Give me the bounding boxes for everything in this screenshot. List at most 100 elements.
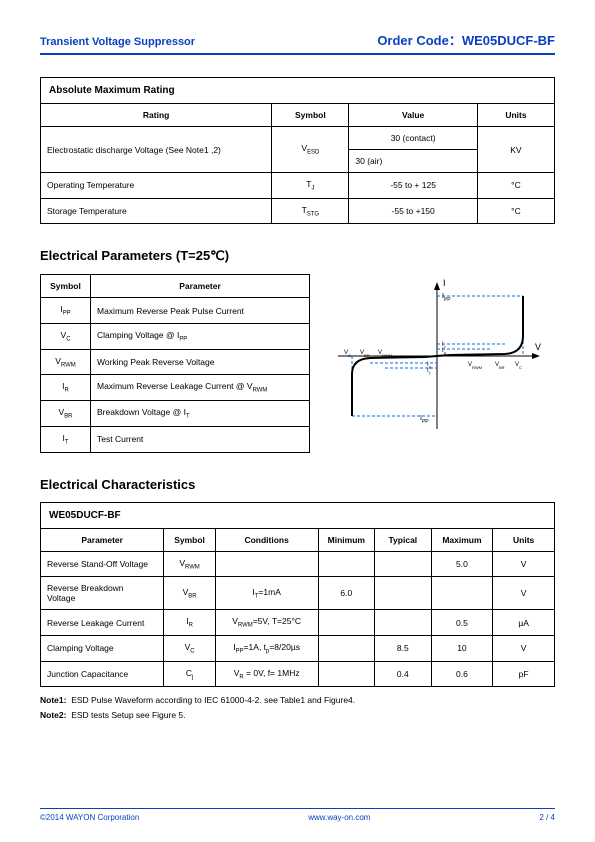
c1-u: V: [493, 577, 555, 610]
footer-right: 2 / 4: [539, 813, 555, 822]
amr-rating-1: Operating Temperature: [41, 173, 272, 199]
table-row: Reverse Leakage Current IR VRWM=5V, T=25…: [41, 610, 555, 636]
amr-h-symbol: Symbol: [272, 104, 349, 127]
c3-s: VC: [164, 635, 215, 661]
p-param-2: Working Peak Reverse Voltage: [91, 349, 310, 375]
c2-s: IR: [164, 610, 215, 636]
ch-h-param: Parameter: [41, 528, 164, 551]
order-code-value: WE05DUCF-BF: [462, 33, 555, 48]
c3-c: IPP=1A, tp=8/20µs: [215, 635, 318, 661]
p-sym-2: VRWM: [41, 349, 91, 375]
c4-u: pF: [493, 661, 555, 687]
amr-table: Rating Symbol Value Units Electrostatic …: [40, 103, 555, 224]
lbl-vbr-right: VBR: [495, 362, 505, 370]
header-right: Order Code：WE05DUCF-BF: [377, 30, 555, 49]
c4-p: Junction Capacitance: [41, 661, 164, 687]
elec-char-heading: Electrical Characteristics: [40, 477, 555, 492]
c0-typ: [375, 551, 432, 577]
c1-c: IT=1mA: [215, 577, 318, 610]
params-h-symbol: Symbol: [41, 275, 91, 298]
c1-p: Reverse BreakdownVoltage: [41, 577, 164, 610]
ch-h-cond: Conditions: [215, 528, 318, 551]
amr-units-2: °C: [477, 198, 554, 224]
note2: Note2: ESD tests Setup see Figure 5.: [40, 710, 555, 720]
c4-max: 0.6: [431, 661, 493, 687]
c4-typ: 0.4: [375, 661, 432, 687]
c4-min: [318, 661, 375, 687]
params-h-param: Parameter: [91, 275, 310, 298]
c0-u: V: [493, 551, 555, 577]
p-sym-5: IT: [41, 426, 91, 452]
table-row: VBRBreakdown Voltage @ IT: [41, 401, 310, 427]
axis-i-label: I: [443, 278, 446, 288]
params-header-row: Symbol Parameter: [41, 275, 310, 298]
c1-max: [431, 577, 493, 610]
lbl-vrwm-right: VRWM: [468, 362, 482, 370]
amr-value-0a: 30 (contact): [349, 127, 478, 150]
p-param-5: Test Current: [91, 426, 310, 452]
amr-symbol-2: TSTG: [272, 198, 349, 224]
c3-p: Clamping Voltage: [41, 635, 164, 661]
table-row: IPPMaximum Reverse Peak Pulse Current: [41, 298, 310, 324]
order-code-label: Order Code：: [377, 33, 462, 48]
header-left: Transient Voltage Suppressor: [40, 36, 195, 48]
footer-left: ©2014 WAYON Corporation: [40, 813, 139, 822]
table-row: Storage Temperature TSTG -55 to +150 °C: [41, 198, 555, 224]
table-row: Clamping Voltage VC IPP=1A, tp=8/20µs 8.…: [41, 635, 555, 661]
char-table: Parameter Symbol Conditions Minimum Typi…: [40, 528, 555, 688]
p-param-0: Maximum Reverse Peak Pulse Current: [91, 298, 310, 324]
params-row: Symbol Parameter IPPMaximum Reverse Peak…: [40, 274, 555, 452]
table-row: ITTest Current: [41, 426, 310, 452]
amr-units-1: °C: [477, 173, 554, 199]
amr-symbol-0: VESD: [272, 127, 349, 173]
c3-max: 10: [431, 635, 493, 661]
c2-min: [318, 610, 375, 636]
amr-h-rating: Rating: [41, 104, 272, 127]
ch-h-units: Units: [493, 528, 555, 551]
c3-typ: 8.5: [375, 635, 432, 661]
p-sym-1: VC: [41, 324, 91, 350]
note2-text: ESD tests Setup see Figure 5.: [71, 710, 185, 720]
table-row: Reverse BreakdownVoltage VBR IT=1mA 6.0 …: [41, 577, 555, 610]
c2-u: µA: [493, 610, 555, 636]
params-table: Symbol Parameter IPPMaximum Reverse Peak…: [40, 274, 310, 452]
table-row: Electrostatic discharge Voltage (See Not…: [41, 127, 555, 150]
char-header-row: Parameter Symbol Conditions Minimum Typi…: [41, 528, 555, 551]
footer-rule: [40, 808, 555, 809]
iv-curve-svg: I V IPP IT IR IR IT IPP VC VBR VRWM VRWM…: [330, 274, 545, 439]
c1-s: VBR: [164, 577, 215, 610]
p-param-4: Breakdown Voltage @ IT: [91, 401, 310, 427]
note2-label: Note2:: [40, 710, 66, 720]
page-footer: ©2014 WAYON Corporation www.way-on.com 2…: [40, 808, 555, 822]
axis-v-label: V: [535, 342, 541, 352]
c2-p: Reverse Leakage Current: [41, 610, 164, 636]
amr-rating-0: Electrostatic discharge Voltage (See Not…: [41, 127, 272, 173]
c0-s: VRWM: [164, 551, 215, 577]
amr-rating-2: Storage Temperature: [41, 198, 272, 224]
amr-units-0: KV: [477, 127, 554, 173]
c0-min: [318, 551, 375, 577]
table-row: VCClamping Voltage @ IPP: [41, 324, 310, 350]
c0-max: 5.0: [431, 551, 493, 577]
note1-text: ESD Pulse Waveform according to IEC 6100…: [71, 695, 355, 705]
p-sym-0: IPP: [41, 298, 91, 324]
table-row: IRMaximum Reverse Leakage Current @ VRWM: [41, 375, 310, 401]
lbl-ipp-top: IPP: [442, 293, 451, 303]
ch-h-min: Minimum: [318, 528, 375, 551]
p-sym-4: VBR: [41, 401, 91, 427]
page-header: Transient Voltage Suppressor Order Code：…: [40, 30, 555, 49]
ch-h-max: Maximum: [431, 528, 493, 551]
amr-header-row: Rating Symbol Value Units: [41, 104, 555, 127]
elec-params-heading: Electrical Parameters (T=25℃): [40, 248, 555, 264]
header-rule: [40, 53, 555, 55]
table-row: Junction Capacitance Cj VR = 0V, f= 1MHz…: [41, 661, 555, 687]
c3-u: V: [493, 635, 555, 661]
ch-h-symbol: Symbol: [164, 528, 215, 551]
lbl-vc-right: VC: [515, 362, 522, 370]
c2-c: VRWM=5V, T=25°C: [215, 610, 318, 636]
amr-symbol-1: TJ: [272, 173, 349, 199]
c1-min: 6.0: [318, 577, 375, 610]
p-param-1: Clamping Voltage @ IPP: [91, 324, 310, 350]
c4-c: VR = 0V, f= 1MHz: [215, 661, 318, 687]
table-row: Operating Temperature TJ -55 to + 125 °C: [41, 173, 555, 199]
